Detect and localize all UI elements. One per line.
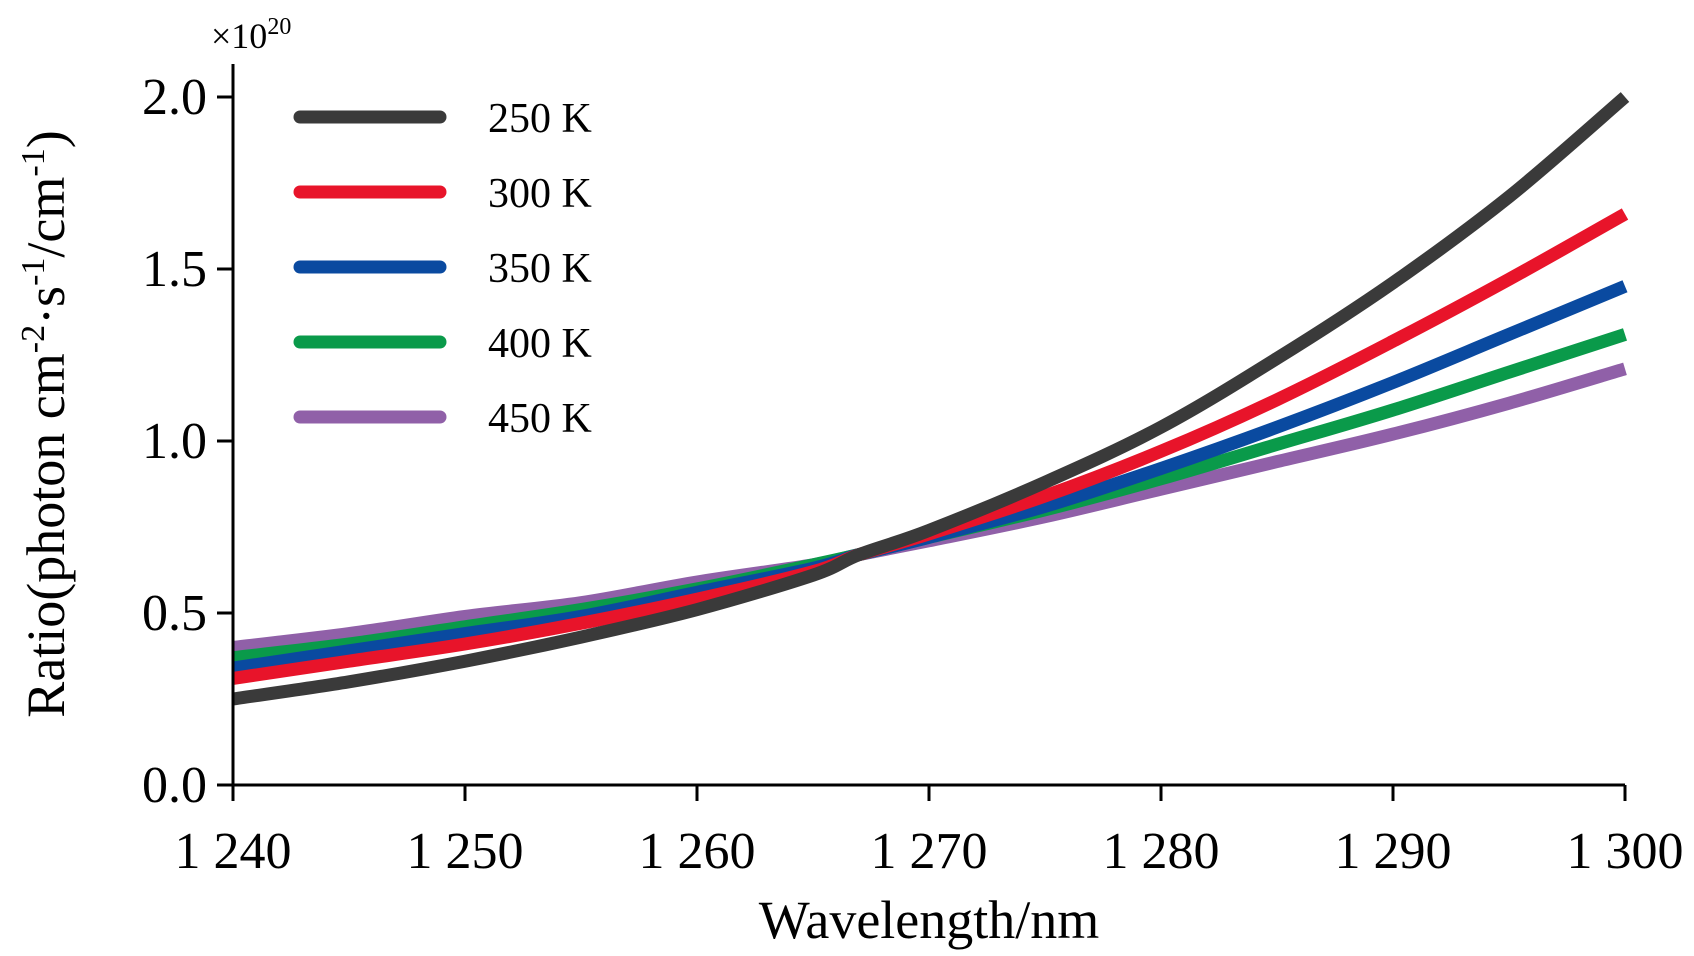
y-multiplier-exp: 20: [267, 14, 291, 40]
x-ticks: 1 240 1 250 1 260 1 270 1 280 1 290 1 300: [175, 785, 1684, 880]
y-tick-label: 0.0: [142, 757, 207, 814]
x-tick-label: 1 290: [1335, 823, 1452, 880]
y-multiplier-base: ×10: [211, 16, 267, 56]
series-line-400-k: [232, 328, 1628, 665]
x-tick-label: 1 240: [175, 823, 292, 880]
y-tick-label: 1.0: [142, 413, 207, 470]
series-layer: [232, 92, 1630, 706]
x-tick-label: 1 250: [407, 823, 524, 880]
y-multiplier: ×1020: [211, 14, 291, 56]
legend-label: 350 K: [488, 246, 592, 292]
x-tick-label: 1 270: [871, 823, 988, 880]
y-axis-title-part-b: ·s: [16, 286, 76, 325]
series-line-450-k: [232, 362, 1627, 654]
x-tick-label: 1 300: [1567, 823, 1684, 880]
y-axis-title-part-a: Ratio(photon cm: [16, 353, 76, 717]
x-axis-title: Wavelength/nm: [759, 890, 1100, 950]
legend-label: 450 K: [488, 396, 592, 442]
series-line-250-k: [232, 92, 1630, 706]
legend-label: 250 K: [488, 96, 592, 142]
y-ticks: 0.0 0.5 1.0 1.5 2.0: [142, 69, 233, 814]
legend-label: 400 K: [488, 321, 592, 367]
x-tick-label: 1 280: [1103, 823, 1220, 880]
legend-label: 300 K: [488, 171, 592, 217]
y-tick-label: 1.5: [142, 241, 207, 298]
y-axis-title-part-c: /cm: [16, 177, 76, 258]
y-axis-title: Ratio(photon cm-2·s-1/cm-1): [15, 130, 76, 717]
y-axis-title-part-d: ): [16, 130, 76, 148]
y-tick-label: 2.0: [142, 69, 207, 126]
x-tick-label: 1 260: [639, 823, 756, 880]
y-axis-title-sup-b: -1: [15, 258, 52, 286]
y-tick-label: 0.5: [142, 585, 207, 642]
y-axis-title-sup-c: -1: [15, 148, 52, 176]
series-line-300-k: [232, 208, 1629, 685]
legend: 250 K 300 K 350 K 400 K 450 K: [293, 96, 592, 442]
y-axis-title-sup-a: -2: [15, 325, 52, 353]
